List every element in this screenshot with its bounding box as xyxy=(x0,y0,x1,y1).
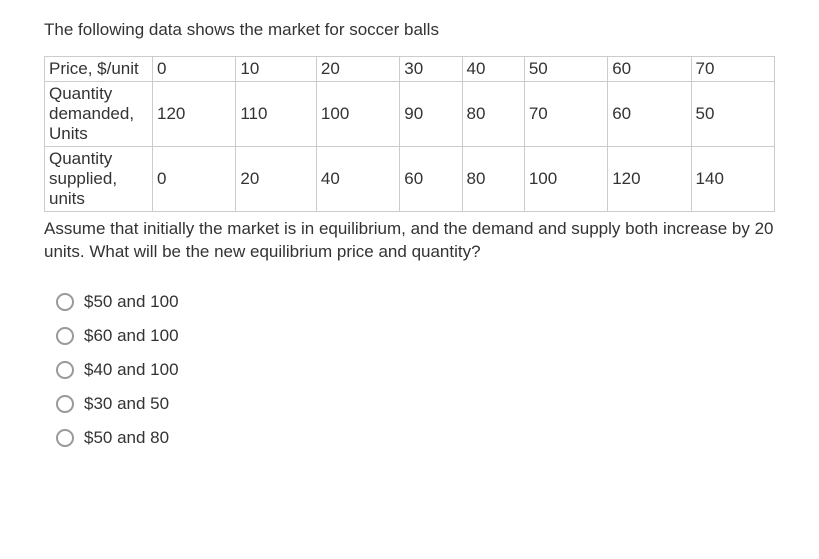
table-cell: 60 xyxy=(400,147,462,212)
table-cell: 50 xyxy=(691,82,774,147)
table-cell: 80 xyxy=(462,82,524,147)
table-cell: 20 xyxy=(236,147,317,212)
table-cell: 0 xyxy=(153,147,236,212)
table-cell: 100 xyxy=(316,82,399,147)
radio-icon[interactable] xyxy=(56,395,74,413)
option-label: $40 and 100 xyxy=(84,360,179,380)
table-cell: 90 xyxy=(400,82,462,147)
table-row: Quantity supplied, units 0 20 40 60 80 1… xyxy=(45,147,775,212)
table-cell: 100 xyxy=(524,147,607,212)
row-header: Quantity supplied, units xyxy=(45,147,153,212)
option-row[interactable]: $50 and 80 xyxy=(56,428,775,448)
option-row[interactable]: $50 and 100 xyxy=(56,292,775,312)
table-cell: 80 xyxy=(462,147,524,212)
table-cell: 120 xyxy=(608,147,691,212)
option-label: $60 and 100 xyxy=(84,326,179,346)
question-container: The following data shows the market for … xyxy=(0,0,819,482)
radio-icon[interactable] xyxy=(56,429,74,447)
table-cell: 60 xyxy=(608,82,691,147)
data-table: Price, $/unit 0 10 20 30 40 50 60 70 Qua… xyxy=(44,56,775,212)
row-header: Price, $/unit xyxy=(45,57,153,82)
table-cell: 70 xyxy=(691,57,774,82)
radio-icon[interactable] xyxy=(56,361,74,379)
table-cell: 40 xyxy=(462,57,524,82)
table-cell: 140 xyxy=(691,147,774,212)
options-list: $50 and 100 $60 and 100 $40 and 100 $30 … xyxy=(44,292,775,448)
option-label: $50 and 100 xyxy=(84,292,179,312)
option-row[interactable]: $60 and 100 xyxy=(56,326,775,346)
option-row[interactable]: $40 and 100 xyxy=(56,360,775,380)
table-cell: 0 xyxy=(153,57,236,82)
option-label: $50 and 80 xyxy=(84,428,169,448)
followup-text: Assume that initially the market is in e… xyxy=(44,218,775,264)
table-cell: 30 xyxy=(400,57,462,82)
table-cell: 60 xyxy=(608,57,691,82)
option-row[interactable]: $30 and 50 xyxy=(56,394,775,414)
option-label: $30 and 50 xyxy=(84,394,169,414)
table-row: Quantity demanded, Units 120 110 100 90 … xyxy=(45,82,775,147)
radio-icon[interactable] xyxy=(56,293,74,311)
intro-text: The following data shows the market for … xyxy=(44,20,775,40)
table-cell: 40 xyxy=(316,147,399,212)
radio-icon[interactable] xyxy=(56,327,74,345)
table-cell: 10 xyxy=(236,57,317,82)
table-cell: 70 xyxy=(524,82,607,147)
table-cell: 120 xyxy=(153,82,236,147)
table-cell: 50 xyxy=(524,57,607,82)
table-row: Price, $/unit 0 10 20 30 40 50 60 70 xyxy=(45,57,775,82)
table-cell: 20 xyxy=(316,57,399,82)
table-cell: 110 xyxy=(236,82,317,147)
row-header: Quantity demanded, Units xyxy=(45,82,153,147)
